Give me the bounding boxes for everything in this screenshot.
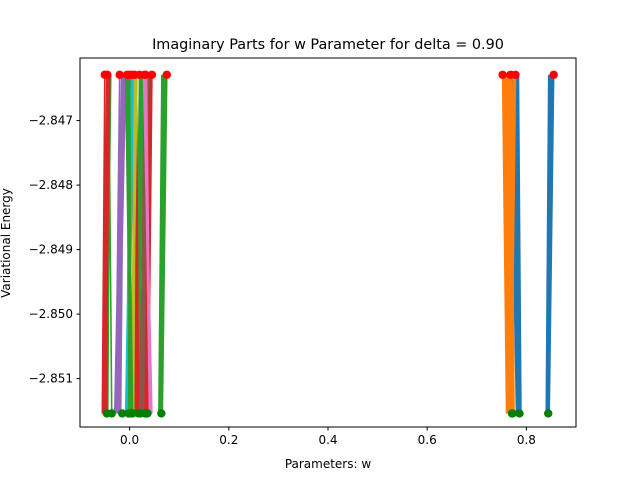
y-tick-label: −2.847	[29, 114, 73, 128]
x-tick-label: 0.2	[219, 433, 238, 447]
x-tick-label: 0.0	[120, 433, 139, 447]
x-axis-label: Parameters: w	[285, 457, 372, 471]
x-axis: 0.0 0.2 0.4 0.6 0.8	[120, 427, 536, 447]
chart-title: Imaginary Parts for w Parameter for delt…	[152, 37, 504, 53]
start-marker-14	[130, 70, 139, 79]
series-line-7	[101, 74, 111, 414]
end-marker-4	[157, 409, 166, 418]
end-marker-8	[134, 409, 143, 418]
plot-area	[100, 70, 558, 418]
end-marker-0	[544, 409, 553, 418]
x-tick-label: 0.8	[517, 433, 536, 447]
end-marker-10	[117, 409, 127, 418]
start-marker-15	[122, 70, 132, 79]
series-line-10	[113, 74, 127, 415]
y-tick-label: −2.849	[29, 243, 73, 257]
end-marker-15	[124, 409, 133, 418]
start-marker-0	[549, 70, 558, 79]
start-marker-10	[115, 70, 124, 79]
y-axis-label: Variational Energy	[0, 188, 13, 298]
start-marker-9	[147, 70, 157, 79]
markers	[100, 70, 558, 418]
end-marker-12	[143, 409, 152, 418]
start-marker-4	[162, 70, 171, 79]
series-line-12	[142, 74, 153, 415]
start-marker-3	[511, 70, 520, 79]
end-marker-7	[102, 409, 111, 418]
y-axis: −2.847 −2.848 −2.849 −2.850 −2.851	[29, 114, 80, 386]
x-tick-label: 0.6	[418, 433, 437, 447]
end-marker-3	[508, 409, 517, 418]
series-line-15	[124, 74, 134, 414]
start-marker-7	[100, 70, 110, 79]
y-tick-label: −2.850	[29, 307, 73, 321]
y-tick-label: −2.851	[29, 372, 73, 386]
end-marker-1	[515, 409, 524, 418]
series-line-14	[129, 74, 138, 414]
x-tick-label: 0.4	[318, 433, 337, 447]
start-marker-12	[141, 70, 150, 79]
start-marker-2	[498, 70, 507, 79]
y-tick-label: −2.848	[29, 178, 73, 192]
